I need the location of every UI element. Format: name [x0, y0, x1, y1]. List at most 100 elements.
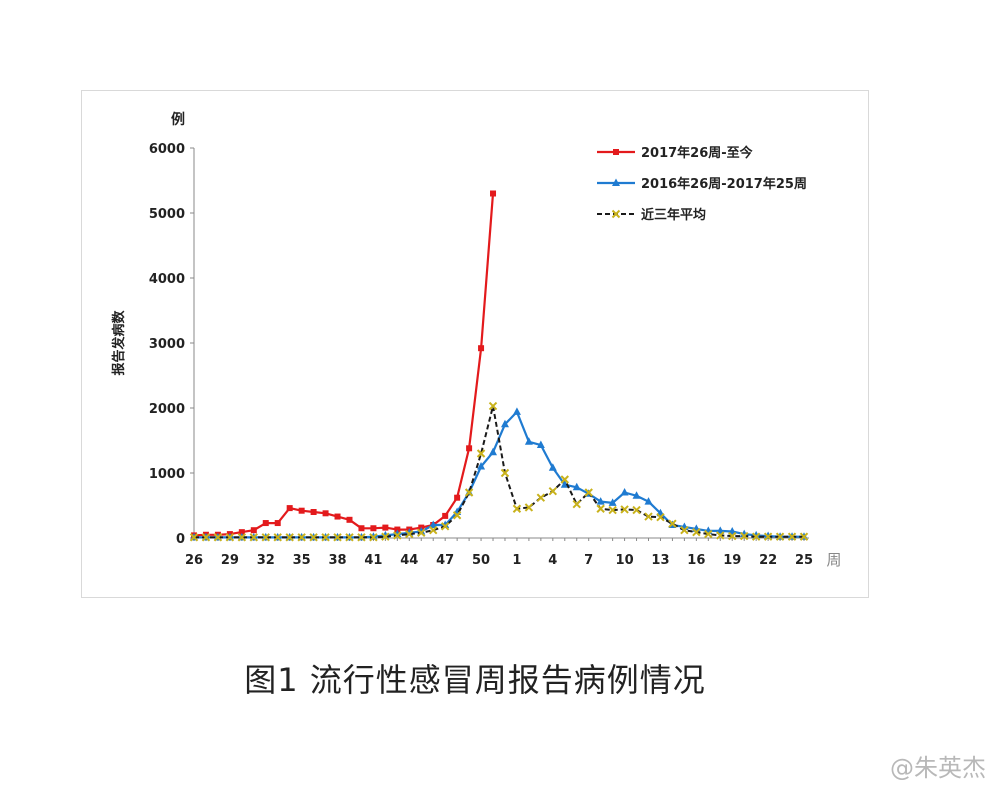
data-point: [346, 516, 353, 523]
series-line-0: [193, 193, 495, 537]
x-tick-label: 4: [548, 553, 557, 568]
y-tick-label: 6000: [149, 142, 185, 157]
data-point: [357, 533, 366, 542]
data-point: [632, 505, 641, 515]
data-point: [394, 526, 401, 533]
data-point: [656, 512, 665, 522]
data-point: [716, 531, 725, 540]
y-tick-label: 2000: [149, 402, 185, 417]
data-point: [333, 533, 342, 542]
data-point: [454, 494, 461, 501]
data-point: [500, 419, 509, 428]
data-point: [608, 498, 617, 506]
data-point: [739, 531, 749, 541]
data-point: [787, 532, 797, 541]
data-point: [680, 525, 689, 535]
data-point: [381, 532, 390, 541]
series-line-2: [194, 405, 804, 539]
chart-frame: 0 1000 2000 3000 4000 5000 6000 例报告发病数 26 29 32 35 3…: [81, 90, 869, 598]
x-tick-label: 7: [584, 553, 593, 568]
data-point: [512, 407, 521, 415]
data-point: [440, 522, 450, 531]
data-point: [334, 513, 341, 520]
data-point: [692, 527, 701, 537]
legend-label-2: 近三年平均: [641, 207, 706, 223]
series-line-1: [194, 410, 804, 539]
data-point: [620, 488, 629, 496]
legend-marker-1: [612, 178, 620, 186]
data-point: [489, 447, 498, 456]
x-axis-unit: 周: [826, 551, 841, 569]
data-point: [274, 520, 281, 527]
data-point: [261, 533, 270, 542]
x-tick-label: 29: [221, 553, 239, 568]
data-point: [201, 533, 211, 542]
x-tick-label: 47: [436, 553, 454, 568]
data-point: [608, 505, 617, 515]
data-point: [644, 512, 653, 521]
data-point: [452, 511, 462, 520]
x-tick-label: 50: [472, 553, 490, 568]
data-point: [596, 504, 605, 513]
data-point: [189, 533, 199, 542]
data-point: [524, 503, 534, 512]
data-point: [382, 524, 389, 531]
data-point: [393, 531, 402, 540]
data-point: [225, 533, 235, 542]
data-point: [310, 509, 317, 515]
y-tick-label: 0: [176, 532, 185, 547]
data-point: [799, 532, 809, 541]
legend-label-1: 2016年26周-2017年25周: [641, 176, 807, 192]
data-point: [298, 507, 305, 514]
data-point: [524, 437, 533, 445]
x-tick-label: 16: [687, 553, 705, 568]
data-point: [285, 533, 294, 542]
data-point: [477, 462, 486, 470]
data-point: [262, 520, 269, 527]
x-tick-label: 1: [512, 553, 521, 568]
data-point: [596, 497, 605, 505]
y-axis-unit: 例: [171, 111, 185, 128]
y-axis-label: 报告发病数: [111, 310, 127, 376]
data-point: [763, 532, 773, 541]
data-point: [309, 533, 318, 542]
data-point: [488, 401, 498, 411]
data-point: [728, 527, 737, 535]
data-point: [369, 533, 378, 542]
data-point: [273, 533, 282, 542]
data-point: [429, 520, 438, 528]
data-point: [297, 533, 306, 542]
figure-caption: 图1 流行性感冒周报告病例情况: [244, 661, 706, 699]
data-point: [536, 440, 545, 449]
data-point: [512, 504, 522, 513]
x-tick-label: 44: [400, 553, 418, 568]
data-point: [238, 529, 245, 536]
data-point: [751, 532, 761, 541]
x-tick-label: 41: [364, 553, 382, 568]
data-point: [370, 525, 377, 532]
data-point: [476, 449, 486, 458]
data-point: [548, 463, 557, 471]
data-point: [704, 529, 713, 539]
y-tick-label: 5000: [149, 207, 185, 222]
data-point: [548, 486, 558, 496]
x-tick-label: 19: [723, 553, 741, 568]
x-tick-label: 38: [328, 553, 346, 568]
x-tick-label: 26: [185, 553, 203, 568]
y-tick-label: 3000: [149, 337, 185, 352]
legend-label-0: 2017年26周-至今: [641, 145, 754, 161]
data-point: [775, 532, 785, 541]
x-tick-label: 32: [257, 553, 275, 568]
data-point: [572, 499, 581, 509]
data-point: [620, 505, 629, 514]
data-point: [237, 533, 247, 542]
data-point: [250, 527, 257, 534]
y-tick-label: 1000: [149, 467, 185, 482]
data-point: [405, 529, 414, 539]
data-point: [728, 531, 737, 541]
data-point: [536, 493, 546, 502]
data-point: [464, 488, 474, 497]
data-point: [500, 468, 510, 478]
x-tick-label: 13: [651, 553, 669, 568]
